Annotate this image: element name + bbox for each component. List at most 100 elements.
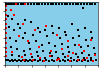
- Point: [45, 25, 47, 26]
- Point: [40, 32, 41, 33]
- Point: [70, 58, 72, 59]
- Point: [70, 60, 72, 61]
- Point: [20, 3, 22, 4]
- Point: [27, 40, 29, 41]
- Point: [18, 56, 20, 57]
- Point: [67, 47, 69, 48]
- Point: [83, 50, 85, 51]
- Point: [87, 45, 89, 46]
- Point: [81, 53, 83, 54]
- Point: [66, 34, 67, 35]
- Point: [54, 45, 56, 46]
- Point: [56, 34, 58, 35]
- Point: [94, 47, 95, 48]
- Point: [50, 3, 51, 4]
- Point: [48, 42, 50, 43]
- Point: [9, 38, 10, 39]
- Point: [79, 44, 80, 45]
- Point: [5, 6, 7, 7]
- Point: [92, 3, 93, 4]
- Point: [11, 60, 12, 61]
- Point: [88, 55, 90, 56]
- Point: [9, 3, 10, 4]
- Point: [47, 3, 49, 4]
- Point: [33, 3, 35, 4]
- Point: [64, 3, 65, 4]
- Point: [40, 60, 41, 61]
- Point: [25, 33, 26, 34]
- Point: [90, 57, 91, 58]
- Point: [44, 3, 46, 4]
- Point: [75, 3, 76, 4]
- Point: [51, 56, 52, 57]
- Point: [23, 50, 24, 51]
- Point: [77, 59, 78, 60]
- Point: [82, 7, 84, 8]
- Point: [73, 60, 75, 61]
- Point: [90, 39, 91, 40]
- Point: [89, 3, 90, 4]
- Point: [72, 38, 74, 39]
- Point: [53, 33, 54, 34]
- Point: [5, 42, 7, 43]
- Point: [9, 60, 10, 61]
- Point: [30, 53, 32, 55]
- Point: [40, 58, 41, 59]
- Point: [61, 48, 62, 50]
- Point: [37, 60, 38, 61]
- Point: [41, 3, 43, 4]
- Point: [22, 23, 23, 24]
- Point: [58, 3, 60, 4]
- Point: [55, 52, 57, 53]
- Point: [45, 60, 47, 61]
- Point: [19, 28, 21, 29]
- Point: [58, 58, 60, 60]
- Point: [21, 57, 22, 58]
- Point: [72, 3, 74, 4]
- Point: [16, 60, 18, 61]
- Point: [93, 60, 94, 61]
- Point: [68, 52, 70, 53]
- Point: [39, 47, 40, 48]
- Point: [18, 36, 20, 37]
- Point: [65, 60, 66, 61]
- Point: [31, 57, 33, 58]
- Point: [71, 23, 73, 24]
- Point: [67, 40, 69, 41]
- Point: [86, 57, 88, 58]
- Point: [18, 60, 20, 61]
- Point: [5, 10, 7, 11]
- Point: [79, 36, 80, 37]
- Point: [90, 60, 91, 61]
- Point: [22, 3, 23, 4]
- Point: [83, 58, 85, 59]
- Point: [31, 60, 33, 61]
- Point: [15, 3, 17, 4]
- Point: [26, 60, 27, 61]
- Point: [42, 50, 44, 51]
- Point: [16, 48, 18, 50]
- Point: [7, 16, 9, 17]
- Point: [85, 39, 87, 40]
- Point: [42, 60, 44, 61]
- Point: [39, 3, 40, 4]
- Point: [37, 28, 38, 29]
- Point: [30, 21, 32, 23]
- Point: [69, 60, 71, 61]
- Point: [11, 3, 12, 4]
- Point: [14, 60, 16, 61]
- Point: [76, 60, 77, 61]
- Point: [56, 60, 58, 61]
- Point: [48, 60, 50, 61]
- Point: [87, 60, 89, 61]
- Point: [59, 60, 61, 61]
- Point: [66, 3, 68, 4]
- Point: [78, 30, 79, 31]
- Point: [29, 48, 31, 50]
- Point: [32, 60, 34, 61]
- Point: [51, 60, 52, 61]
- Point: [12, 55, 13, 56]
- Point: [13, 3, 14, 4]
- Point: [94, 3, 96, 4]
- Point: [44, 57, 46, 58]
